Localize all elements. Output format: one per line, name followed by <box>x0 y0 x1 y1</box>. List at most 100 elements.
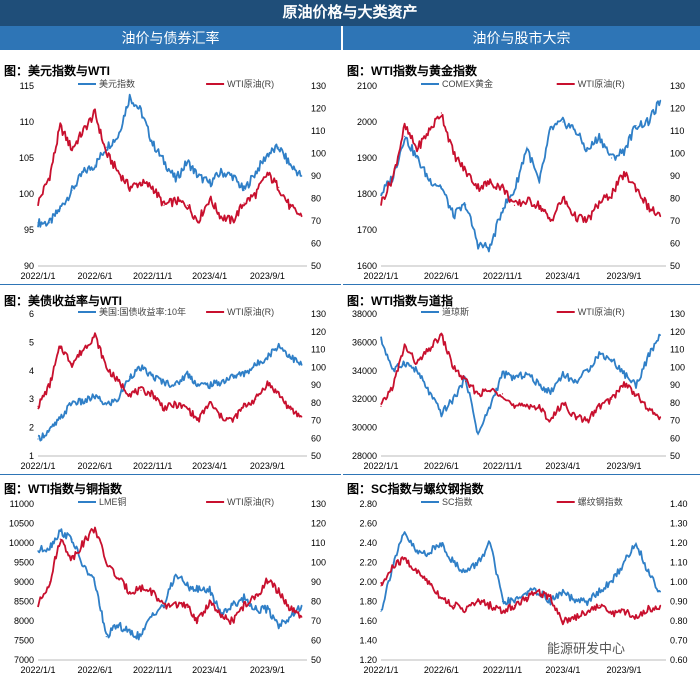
left-tick-label: 1.80 <box>359 597 377 607</box>
right-tick-label: 60 <box>311 433 321 443</box>
right-tick-label: 60 <box>311 239 321 249</box>
data-point <box>186 204 188 206</box>
data-point <box>428 581 430 583</box>
data-point <box>489 389 491 391</box>
series-line-secondary <box>380 556 662 626</box>
data-point <box>289 164 291 166</box>
left-tick-label: 3 <box>29 394 34 404</box>
data-point <box>635 393 637 395</box>
data-point <box>465 571 467 573</box>
data-point <box>477 186 479 188</box>
data-point <box>404 361 406 363</box>
data-point <box>513 604 516 606</box>
right-tick-label: 90 <box>311 577 321 587</box>
data-point <box>163 407 165 409</box>
data-point <box>526 597 528 599</box>
right-tick-label: 130 <box>311 499 326 509</box>
data-point <box>538 384 540 386</box>
data-point <box>220 381 222 383</box>
left-tick-label: 100 <box>19 189 34 199</box>
right-tick-label: 110 <box>670 126 684 136</box>
data-point <box>186 373 188 375</box>
x-tick-label: 2022/11/1 <box>133 665 172 675</box>
data-point <box>635 186 637 188</box>
data-point <box>647 409 649 411</box>
data-point <box>301 215 303 218</box>
data-point <box>289 206 291 209</box>
data-point <box>562 121 564 123</box>
data-point <box>659 591 661 593</box>
data-point <box>574 215 576 218</box>
right-tick-label: 1.20 <box>670 538 688 548</box>
left-tick-label: 1.20 <box>359 655 377 665</box>
chart-gold: 1600 1700 1800 1900 2000 2100 50 60 70 80 90 100 110… <box>357 78 685 281</box>
right-tick-label: 80 <box>670 398 680 408</box>
left-tick-label: 2 <box>29 423 34 433</box>
data-point <box>175 602 177 605</box>
right-tick-label: 120 <box>670 104 685 114</box>
data-point <box>82 348 84 351</box>
data-point <box>538 591 540 593</box>
data-point <box>440 412 442 414</box>
data-point <box>197 419 199 422</box>
right-tick-label: 50 <box>670 451 680 461</box>
right-tick-label: 100 <box>670 362 685 372</box>
data-point <box>209 589 211 591</box>
data-point <box>140 367 142 369</box>
left-tick-label: 1.40 <box>359 636 377 646</box>
chart-title: 图：美债收益率与WTI <box>4 294 122 308</box>
legend-label: WTI原油(R) <box>227 306 274 317</box>
data-point <box>71 148 73 150</box>
row-divider-1 <box>0 284 700 285</box>
left-section-header: 油价与债券汇率 <box>0 26 341 50</box>
data-point <box>380 339 382 341</box>
data-point <box>477 393 479 395</box>
data-point <box>94 395 96 397</box>
chart-title: 图：WTI指数与黄金指数 <box>347 64 477 78</box>
right-tick-label: 110 <box>311 538 325 548</box>
data-point <box>255 608 257 610</box>
data-point <box>465 204 467 206</box>
data-point <box>513 377 516 379</box>
data-point <box>598 135 600 137</box>
data-point <box>37 550 39 552</box>
left-tick-label: 7000 <box>14 655 34 665</box>
left-tick-label: 34000 <box>352 366 377 376</box>
data-point <box>440 112 442 114</box>
data-point <box>186 585 188 587</box>
data-point <box>266 608 268 610</box>
right-tick-label: 100 <box>311 362 326 372</box>
legend-label: WTI原油(R) <box>227 78 274 89</box>
left-tick-label: 4 <box>29 366 34 376</box>
data-point <box>129 375 131 378</box>
chart-panel-copper: 图：WTI指数与铜指数 7000 7500 8000 8500 9000 9500 1000… <box>0 478 341 678</box>
right-tick-label: 120 <box>311 327 326 337</box>
data-point <box>209 384 211 386</box>
data-point <box>623 373 625 375</box>
right-section-header: 油价与股市大宗 <box>343 26 700 50</box>
data-point <box>117 135 119 137</box>
right-tick-label: 130 <box>311 309 326 319</box>
data-point <box>278 186 280 188</box>
data-point <box>562 197 564 200</box>
data-point <box>440 597 442 599</box>
data-point <box>266 153 268 155</box>
data-point <box>140 182 142 184</box>
data-point <box>37 604 39 606</box>
data-point <box>477 434 479 436</box>
x-tick-label: 2022/11/1 <box>133 271 172 281</box>
data-point <box>140 587 142 589</box>
data-point <box>220 612 222 614</box>
data-point <box>392 565 394 567</box>
data-point <box>428 552 430 554</box>
data-point <box>538 204 540 206</box>
series-line-secondary <box>37 526 303 626</box>
data-point <box>289 409 291 411</box>
data-point <box>404 558 406 560</box>
x-tick-label: 2022/6/1 <box>77 271 112 281</box>
data-point <box>49 429 51 431</box>
data-point <box>278 146 280 148</box>
x-tick-label: 2022/6/1 <box>77 665 112 675</box>
data-point <box>380 202 382 204</box>
chart-panel-sc: 图：SC指数与螺纹钢指数 1.20 1.40 1.60 1.80 2.00 2.20 2.4… <box>343 478 700 678</box>
